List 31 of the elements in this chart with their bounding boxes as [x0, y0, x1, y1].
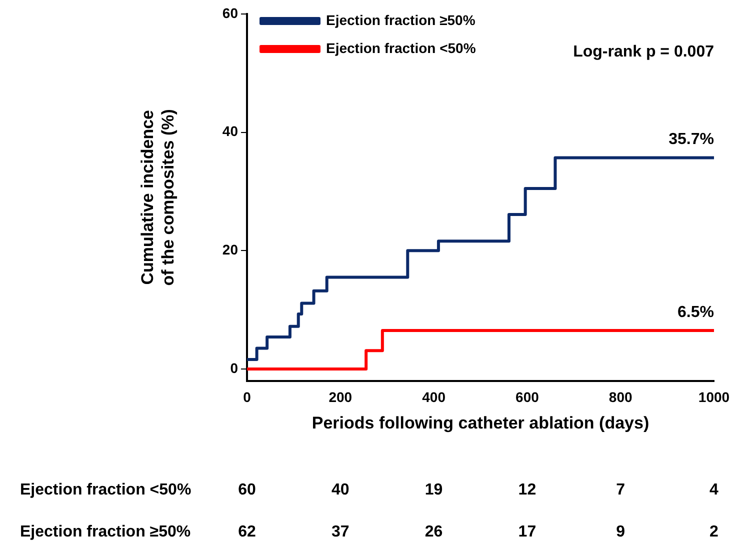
x-tick-label: 1000	[698, 389, 730, 406]
text: Ejection fraction <50%	[20, 481, 192, 498]
x-tick-label: 600	[516, 389, 540, 406]
x-tick-label: 800	[608, 389, 632, 406]
x-tick-label: 0	[243, 389, 252, 406]
x-tick-label: 200	[328, 389, 352, 406]
annotation: Log-rank p = 0.007	[573, 43, 714, 60]
annotation: 35.7%	[668, 131, 714, 148]
legend-label: Ejection fraction <50%	[326, 40, 476, 56]
legend-label: Ejection fraction ≥50%	[326, 12, 476, 28]
text: 12	[518, 481, 536, 498]
text: 40	[332, 481, 350, 498]
text: 2	[710, 523, 719, 540]
x-tick-label: 400	[422, 389, 446, 406]
y-tick-label: 20	[222, 242, 238, 258]
annotation: 6.5%	[678, 304, 714, 321]
text: 60	[238, 481, 256, 498]
text: 7	[616, 481, 626, 498]
text: 9	[616, 523, 626, 540]
y-tick-label: 0	[230, 360, 238, 376]
text: 26	[424, 523, 443, 540]
text: 19	[424, 481, 443, 498]
x-axis-title: Periods following catheter ablation (days)	[312, 413, 650, 432]
text: 17	[518, 523, 536, 540]
y-axis-title: Cumulative incidence of the composites (%)	[138, 109, 178, 286]
text: 4	[710, 481, 719, 498]
text: 37	[332, 523, 350, 540]
text: 62	[238, 523, 256, 540]
text: Ejection fraction ≥50%	[20, 523, 191, 540]
y-tick-label: 60	[222, 4, 238, 21]
y-tick-label: 40	[222, 123, 238, 140]
